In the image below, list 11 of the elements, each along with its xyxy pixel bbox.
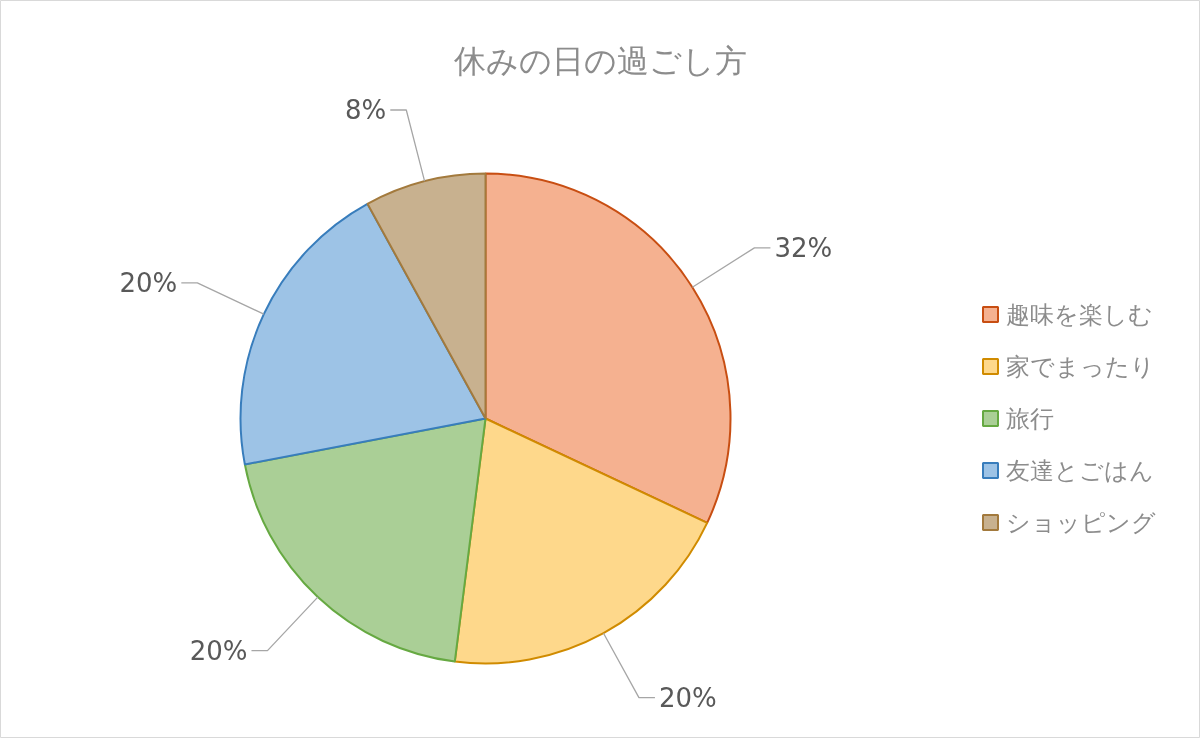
legend-label: 旅行: [1005, 404, 1054, 433]
data-label: 20%: [189, 635, 248, 666]
legend-label: ショッピング: [1005, 508, 1156, 537]
data-label: 8%: [345, 95, 387, 126]
chart-title: 休みの日の過ごし方: [454, 41, 747, 80]
legend-label: 趣味を楽しむ: [1005, 300, 1153, 329]
legend-label: 友達とごはん: [1005, 456, 1154, 485]
data-label: 20%: [119, 267, 178, 298]
data-label: 20%: [658, 682, 717, 713]
data-label: 32%: [774, 232, 833, 263]
legend-label: 家でまったり: [1005, 352, 1155, 381]
